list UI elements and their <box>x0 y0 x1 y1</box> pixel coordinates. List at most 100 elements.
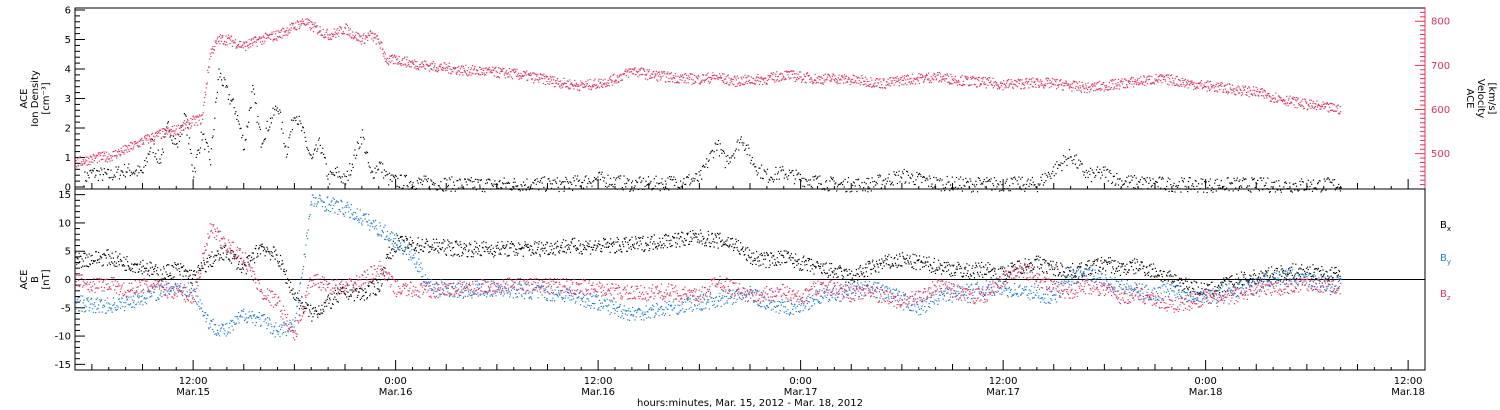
density-series-point <box>723 152 725 154</box>
velocity-series-point <box>220 40 222 42</box>
b-series-x-point <box>396 235 399 237</box>
density-series-point <box>692 177 694 179</box>
b-series-x-point <box>529 245 531 247</box>
density-series-point <box>1276 189 1278 191</box>
density-series-point <box>476 179 478 181</box>
velocity-series-point <box>537 79 539 81</box>
velocity-series-point <box>1261 88 1263 90</box>
density-series-point <box>863 187 865 189</box>
velocity-series-point <box>950 73 952 75</box>
velocity-series-point <box>997 84 999 86</box>
velocity-series-point <box>1024 82 1026 84</box>
velocity-series-point <box>1272 94 1274 97</box>
b-series-x-point <box>388 246 390 248</box>
density-series-point <box>384 175 386 177</box>
density-series-point <box>1014 176 1016 178</box>
density-series-point <box>1101 174 1103 176</box>
b-series-x-point <box>166 265 168 267</box>
velocity-series-point <box>240 41 242 43</box>
density-series-point <box>577 175 579 177</box>
b-series-x-point <box>471 251 474 253</box>
velocity-series-point <box>953 77 955 79</box>
velocity-series-point <box>1103 81 1105 84</box>
density-series-point <box>672 179 674 181</box>
density-series-point <box>1290 190 1292 192</box>
velocity-series-point <box>868 85 870 87</box>
velocity-series-point <box>1186 82 1188 84</box>
velocity-series-point <box>536 75 538 77</box>
b-series-x-point <box>339 293 341 295</box>
density-series-point <box>118 166 120 168</box>
velocity-series-point <box>618 76 620 78</box>
velocity-series-point <box>725 76 727 78</box>
velocity-series-point <box>199 114 201 116</box>
velocity-series-point <box>487 68 489 70</box>
velocity-series-point <box>784 70 786 73</box>
density-series-point <box>1123 183 1125 185</box>
velocity-series-point <box>406 59 408 61</box>
density-series-point <box>858 178 860 180</box>
b-series-x-point <box>460 246 462 248</box>
b-series-x-point <box>363 299 365 301</box>
density-series-point <box>627 180 629 182</box>
velocity-series-point <box>1148 75 1150 77</box>
density-series-point <box>463 187 465 189</box>
density-series-point <box>1045 180 1047 182</box>
density-series-point <box>777 171 779 173</box>
velocity-series-point <box>641 67 643 69</box>
density-series-point <box>1085 169 1087 172</box>
velocity-series-point <box>700 81 702 83</box>
density-series-point <box>147 153 149 155</box>
velocity-series-point <box>1100 83 1102 86</box>
density-series-point <box>139 166 141 168</box>
velocity-series-point <box>1125 87 1127 89</box>
density-series-point <box>467 178 469 180</box>
b-series-x-point <box>123 256 125 258</box>
density-series-point <box>216 91 218 93</box>
b-series-x-point <box>362 290 364 292</box>
density-series-point <box>653 178 655 180</box>
velocity-series-point <box>317 33 319 35</box>
velocity-series-point <box>529 75 531 77</box>
velocity-series-point <box>174 130 176 132</box>
velocity-series-point <box>301 18 303 20</box>
density-series-point <box>646 184 648 186</box>
b-series-x-point <box>82 265 84 267</box>
b-series-x-point <box>271 252 273 254</box>
velocity-series-point <box>1313 106 1315 108</box>
density-series-point <box>173 143 175 145</box>
density-series-point <box>905 181 907 183</box>
velocity-series-point <box>1327 103 1329 105</box>
velocity-series-point <box>841 74 843 77</box>
b-series-x-point <box>539 254 541 256</box>
density-series-point <box>686 176 688 178</box>
density-series-point <box>375 172 377 174</box>
velocity-series-point <box>1119 81 1122 83</box>
density-series-point <box>513 178 515 180</box>
b-series-x-point <box>303 311 305 313</box>
density-series-point <box>103 168 105 170</box>
velocity-series-point <box>1218 85 1220 87</box>
velocity-series-point <box>495 70 497 72</box>
velocity-series-point <box>230 36 232 38</box>
density-series-point <box>161 154 163 156</box>
velocity-series-point <box>159 132 161 134</box>
velocity-series-point <box>1157 76 1160 78</box>
velocity-series-point <box>265 33 267 35</box>
density-series-point <box>107 169 110 171</box>
density-series-point <box>1142 183 1144 186</box>
density-series-point <box>1325 189 1327 191</box>
velocity-series-point <box>469 72 471 74</box>
density-series-point <box>971 191 973 193</box>
velocity-series-point <box>1278 96 1281 98</box>
velocity-series-point <box>1150 83 1152 85</box>
velocity-series-point <box>348 35 351 37</box>
velocity-series-point <box>101 151 103 153</box>
velocity-series-point <box>105 151 108 153</box>
velocity-series-point <box>726 81 728 83</box>
density-series-point <box>432 182 434 184</box>
density-series-point <box>640 181 642 184</box>
density-series-point <box>417 182 419 184</box>
b-series-x-point <box>89 264 91 266</box>
density-series-point <box>141 171 143 174</box>
